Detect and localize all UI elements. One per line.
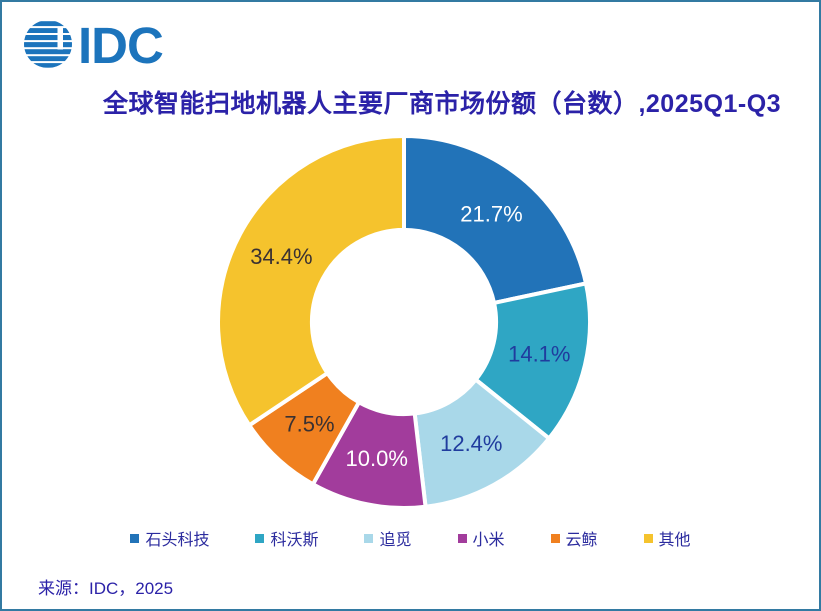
slice-data-label-0: 21.7% — [460, 202, 522, 227]
logo-text: IDC — [78, 17, 163, 72]
slice-data-label-3: 10.0% — [346, 446, 408, 471]
legend-swatch-icon — [643, 533, 653, 543]
legend-swatch-icon — [550, 533, 560, 543]
legend-swatch-icon — [364, 533, 374, 543]
legend-swatch-icon — [255, 533, 265, 543]
legend-swatch-icon — [130, 533, 140, 543]
donut-chart-area: 21.7% 14.1% 12.4% 10.0% 7.5% 34.4% — [184, 122, 624, 522]
chart-title: 全球智能扫地机器人主要厂商市场份额（台数）,2025Q1-Q3 — [102, 90, 782, 118]
slice-data-label-2: 12.4% — [440, 431, 502, 456]
chart-legend: 石头科技 科沃斯 追觅 小米 云鲸 其他 — [2, 526, 819, 550]
slice-data-label-4: 7.5% — [284, 412, 334, 437]
legend-swatch-icon — [457, 533, 467, 543]
legend-item-2: 追觅 — [364, 526, 412, 550]
legend-label: 其他 — [658, 532, 691, 549]
legend-item-3: 小米 — [457, 526, 505, 550]
legend-label: 小米 — [472, 532, 505, 549]
legend-label: 云鲸 — [565, 532, 598, 549]
donut-chart: 21.7% 14.1% 12.4% 10.0% 7.5% 34.4% — [216, 134, 592, 511]
source-note: 来源：IDC，2025 — [38, 579, 174, 598]
idc-logo: IDC — [24, 17, 164, 72]
donut-slice-5 — [216, 134, 406, 428]
donut-slice-0 — [402, 134, 588, 305]
legend-item-0: 石头科技 — [130, 526, 209, 550]
legend-label: 石头科技 — [145, 532, 210, 549]
legend-label: 追觅 — [379, 532, 412, 549]
legend-label: 科沃斯 — [270, 532, 319, 549]
legend-item-5: 其他 — [643, 526, 691, 550]
slice-data-label-5: 34.4% — [250, 244, 312, 269]
striped-globe-icon — [24, 21, 72, 68]
legend-item-1: 科沃斯 — [255, 526, 318, 550]
legend-item-4: 云鲸 — [550, 526, 598, 550]
slice-data-label-1: 14.1% — [508, 342, 570, 367]
